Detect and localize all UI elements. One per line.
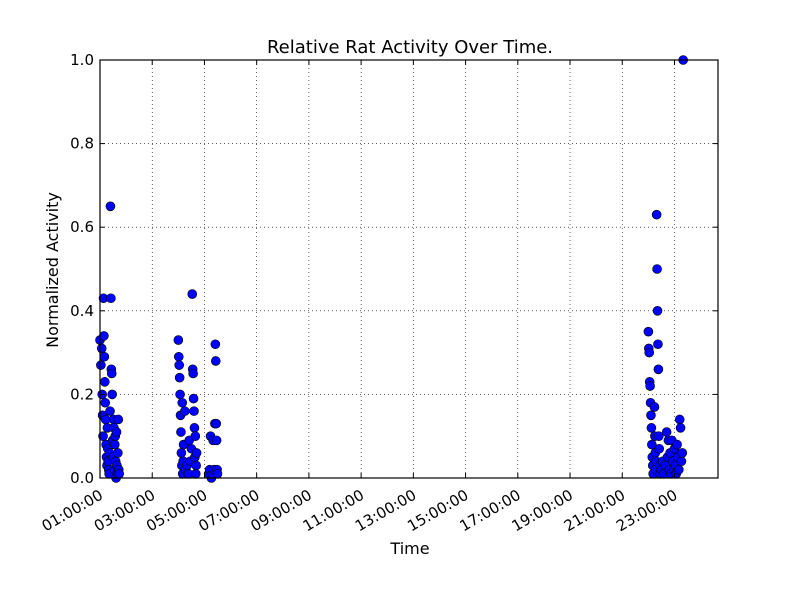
data-point [653, 364, 664, 375]
data-point [211, 418, 222, 429]
data-point [672, 439, 682, 450]
data-point [646, 410, 656, 421]
data-point [653, 339, 663, 350]
y-tick-label: 0.8 [70, 135, 94, 153]
data-point [210, 356, 221, 366]
plot-area-frame [99, 59, 719, 479]
data-point [99, 377, 110, 387]
axis-ticks [99, 59, 718, 479]
data-point [189, 406, 199, 416]
data-point [173, 351, 184, 362]
y-tick-label: 0.0 [70, 469, 94, 487]
data-point [100, 397, 111, 408]
data-point [187, 289, 198, 299]
data-point [106, 293, 116, 304]
data-point [106, 368, 117, 379]
data-point [649, 402, 660, 412]
y-tick-label: 1.0 [70, 51, 94, 69]
data-point [212, 469, 223, 479]
data-point [190, 431, 201, 442]
data-point [677, 448, 688, 458]
data-point [191, 460, 201, 471]
data-point [652, 305, 663, 316]
data-point [180, 406, 190, 416]
data-point [107, 389, 117, 400]
data-point [174, 360, 185, 370]
data-point [651, 209, 662, 220]
data-point [113, 448, 123, 458]
data-point [176, 427, 186, 437]
data-point [96, 343, 107, 354]
y-tick-label: 0.6 [70, 218, 94, 236]
data-point [654, 443, 665, 454]
y-tick-label: 0.4 [70, 302, 94, 320]
data-point [174, 372, 185, 383]
data-point [113, 414, 124, 425]
chart-title: Relative Rat Activity Over Time. [267, 37, 553, 58]
data-point [176, 448, 187, 458]
data-point [98, 431, 108, 442]
y-axis-label: Normalized Activity [43, 192, 62, 348]
data-point [173, 335, 184, 345]
data-point [647, 439, 657, 450]
data-point [109, 439, 120, 450]
data-point [676, 456, 687, 467]
data-point [646, 423, 657, 433]
data-point [99, 331, 109, 341]
data-point [644, 347, 655, 358]
x-axis-label: Time [389, 539, 429, 558]
data-point [211, 435, 222, 446]
data-point [188, 393, 199, 404]
data-point [111, 427, 122, 437]
data-point [188, 368, 198, 379]
y-tick-label: 0.2 [70, 385, 94, 403]
data-point [674, 464, 684, 475]
data-point [210, 339, 221, 350]
data-point [189, 423, 200, 433]
data-point [190, 469, 201, 479]
data-point [114, 469, 124, 479]
data-point [645, 381, 655, 391]
data-point [175, 389, 185, 400]
data-point [177, 397, 188, 408]
data-point [191, 448, 202, 458]
data-point [96, 360, 106, 370]
data-point [643, 326, 654, 337]
y-axis-tick-labels: 0.0 0.2 0.4 0.6 0.8 1.0 [70, 51, 94, 487]
data-point [105, 201, 116, 212]
data-point [674, 414, 685, 425]
data-point [675, 423, 686, 433]
data-point [654, 431, 664, 442]
data-point [661, 427, 672, 437]
data-point [105, 406, 115, 416]
grid-lines [99, 60, 718, 478]
data-point [99, 351, 110, 362]
data-point [652, 264, 662, 274]
